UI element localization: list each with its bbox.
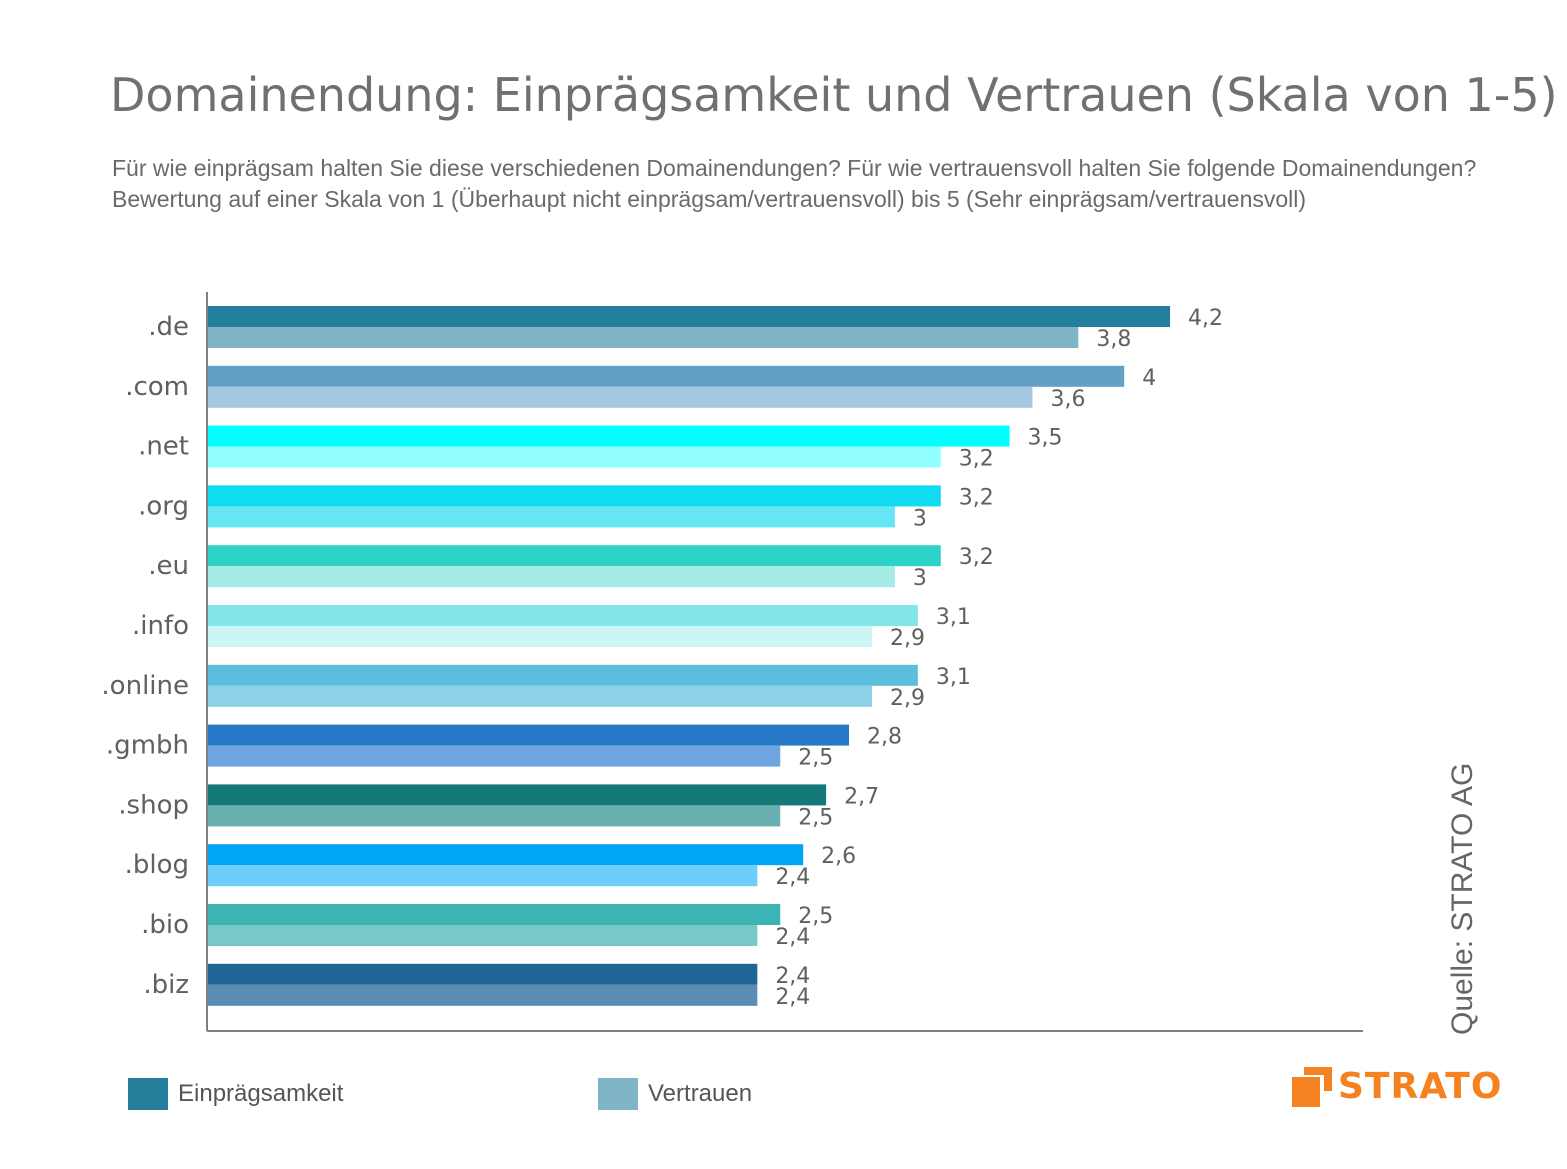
strato-logo-text: STRATO (1338, 1066, 1503, 1107)
data-label: 2,8 (867, 725, 902, 750)
category-label: .net (138, 432, 189, 462)
category-label: .biz (143, 970, 189, 1000)
data-label: 3,6 (1050, 387, 1085, 412)
bar-einpraegsamkeit (207, 306, 1171, 327)
data-label: 2,4 (775, 985, 810, 1010)
data-label: 2,4 (775, 964, 810, 989)
data-label: 2,4 (775, 925, 810, 950)
category-label: .com (125, 372, 189, 402)
data-label: 2,4 (775, 865, 810, 890)
legend-swatch-vertrauen (598, 1078, 638, 1110)
category-label: .org (138, 491, 189, 521)
category-label: .bio (141, 910, 189, 940)
bar-vertrauen (207, 745, 781, 767)
bar-einpraegsamkeit (207, 545, 941, 567)
category-label: .shop (118, 790, 189, 820)
legend-item-einpraegsamkeit: Einprägsamkeit (128, 1078, 343, 1110)
bar-einpraegsamkeit (207, 724, 850, 746)
chart-subtitle-line1: Für wie einprägsam halten Sie diese vers… (112, 155, 1477, 181)
bar-vertrauen (207, 386, 1033, 408)
bar-vertrauen (207, 685, 872, 707)
bar-einpraegsamkeit (207, 605, 918, 626)
legend-item-vertrauen: Vertrauen (598, 1078, 752, 1110)
data-label: 2,7 (844, 784, 879, 809)
data-label: 3,2 (959, 545, 994, 570)
data-label: 2,9 (890, 626, 925, 651)
bar-einpraegsamkeit (207, 784, 827, 806)
bar-einpraegsamkeit (207, 904, 781, 925)
chart-subtitle-line2: Bewertung auf einer Skala von 1 (Überhau… (112, 186, 1307, 212)
legend-label-einpraegsamkeit: Einprägsamkeit (178, 1080, 344, 1107)
data-label: 3 (913, 506, 927, 531)
data-label: 2,9 (890, 686, 925, 711)
bar-einpraegsamkeit (207, 425, 1010, 447)
data-label: 4,2 (1188, 306, 1223, 331)
data-label: 2,6 (821, 844, 856, 869)
bar-einpraegsamkeit (207, 963, 758, 985)
category-label: .eu (148, 551, 189, 581)
chart-title: Domainendung: Einprägsamkeit und Vertrau… (110, 68, 1558, 122)
legend-label-vertrauen: Vertrauen (648, 1080, 753, 1107)
data-label: 3,8 (1096, 327, 1131, 352)
bar-einpraegsamkeit (207, 485, 941, 507)
bar-vertrauen (207, 984, 758, 1006)
category-label: .online (101, 671, 189, 701)
strato-logo: STRATO (1292, 1066, 1502, 1107)
data-label: 2,5 (798, 904, 833, 929)
data-label: 2,5 (798, 805, 833, 830)
data-label: 3,1 (936, 605, 971, 630)
category-label: .gmbh (106, 731, 189, 761)
bar-vertrauen (207, 805, 781, 827)
strato-logo-icon (1292, 1066, 1332, 1107)
data-label: 3,5 (1028, 426, 1063, 451)
bar-vertrauen (207, 446, 941, 468)
bar-einpraegsamkeit (207, 844, 804, 866)
bar-vertrauen (207, 327, 1079, 348)
legend-swatch-einpraegsamkeit (128, 1078, 168, 1110)
category-label: .info (132, 611, 189, 641)
data-label: 3,2 (959, 447, 994, 472)
bar-vertrauen (207, 506, 895, 528)
data-label: 3,2 (959, 485, 994, 510)
source-note: Quelle: STRATO AG (1446, 762, 1479, 1035)
data-label: 2,5 (798, 746, 833, 771)
category-label: .blog (125, 850, 189, 880)
bar-vertrauen (207, 566, 895, 588)
bar-einpraegsamkeit (207, 664, 918, 686)
bar-vertrauen (207, 865, 758, 887)
data-label: 3 (913, 566, 927, 591)
data-label: 4 (1142, 366, 1156, 391)
bar-vertrauen (207, 925, 758, 946)
data-label: 3,1 (936, 665, 971, 690)
bar-einpraegsamkeit (207, 365, 1125, 387)
category-label: .de (148, 312, 189, 342)
bar-vertrauen (207, 626, 872, 647)
